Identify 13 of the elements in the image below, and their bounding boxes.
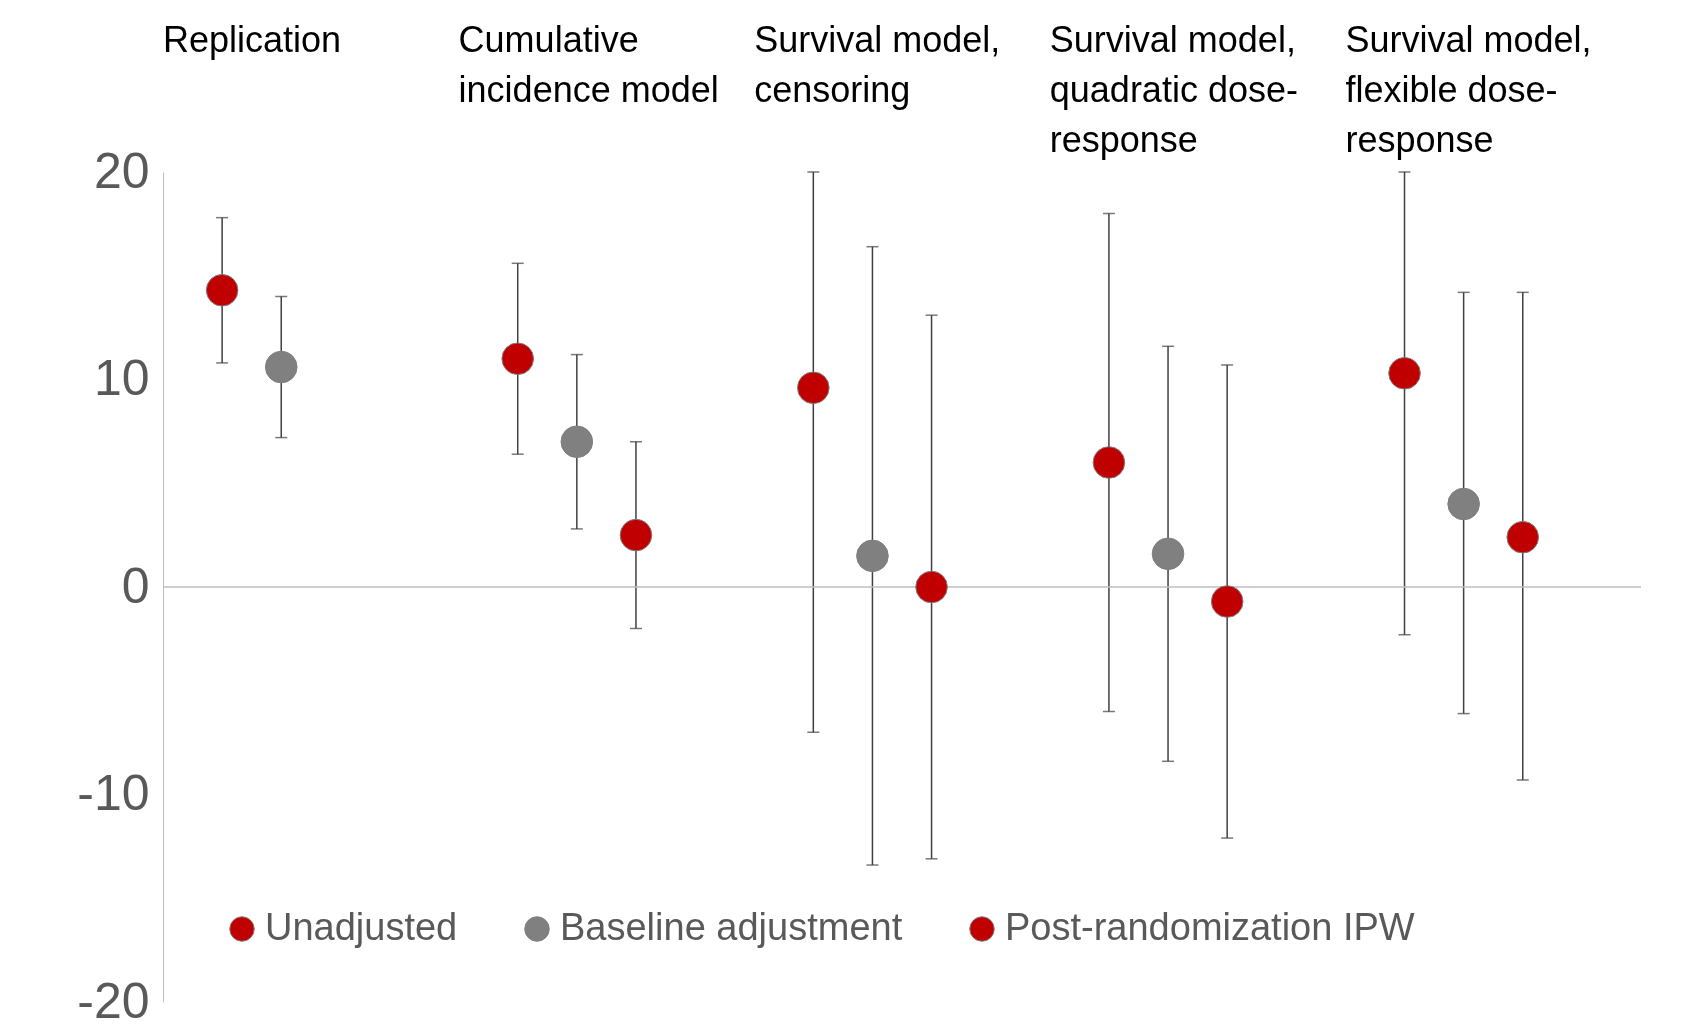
legend-label: Baseline adjustment [560,906,903,948]
y-tick-label: -10 [77,765,150,821]
y-tick-label: -20 [77,972,150,1025]
legend-label: Unadjusted [265,906,458,948]
x-tick-label: Survival model, censoring [754,19,1001,110]
x-tick-label: Replication [163,19,342,60]
x-tick-label: Survival model, flexible dose-response [1345,19,1592,160]
x-tick-label: Cumulative incidence model [458,19,719,110]
x-tick-label: Survival model, quadratic dose-response [1049,19,1298,160]
legend-label: Post-randomization IPW [1005,906,1415,948]
y-tick-label: 0 [121,557,150,614]
y-tick-label: 10 [93,350,150,406]
y-tick-label: 20 [93,142,150,199]
